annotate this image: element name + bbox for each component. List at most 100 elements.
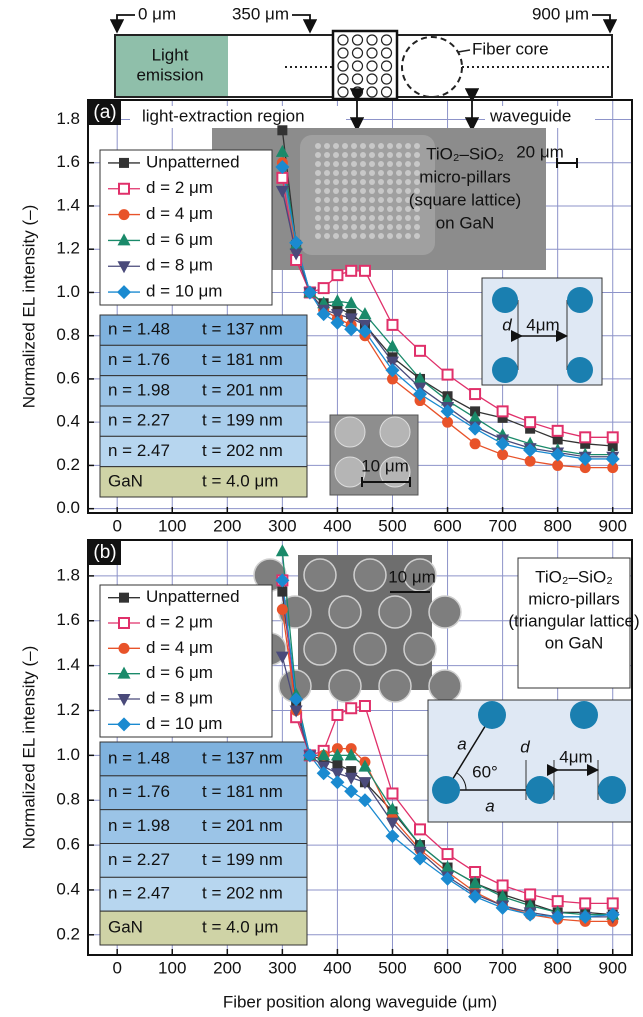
layer-table: n = 1.48 t = 137 nm n = 1.76 t = 181 nm n = …: [99, 314, 308, 498]
data-point: [289, 692, 304, 707]
data-point: [275, 160, 290, 175]
scale-bar: [361, 477, 411, 487]
data-point: [358, 700, 371, 712]
data-point: [496, 889, 510, 902]
data-point: [550, 909, 565, 924]
data-point: [469, 438, 481, 450]
data-point: [469, 388, 482, 401]
inset-label: TiO₂–SiO₂: [426, 144, 504, 163]
data-point: [277, 586, 288, 597]
series-line: [281, 580, 613, 905]
pillar: [396, 206, 402, 212]
x-tick-label: 0: [112, 516, 121, 535]
pillar: [315, 224, 321, 230]
pillar: [378, 179, 384, 185]
data-point: [523, 907, 538, 922]
data-point: [523, 443, 538, 458]
legend: Unpatterned d = 2 μm d = 4 μm d = 6 μm d = 8…: [99, 149, 273, 306]
layer-cell: t = 201 nm: [202, 816, 283, 835]
x-tick-label: 600: [433, 958, 461, 977]
series-line: [281, 177, 613, 438]
pillar: [405, 170, 411, 176]
data-point: [386, 373, 398, 385]
pillar: [333, 224, 339, 230]
data-point: [358, 307, 372, 320]
pillar: [380, 73, 393, 85]
series-line: [281, 151, 613, 456]
legend-label: d = 6 μm: [146, 230, 213, 249]
series-line: [281, 580, 613, 918]
panel-label: (b): [93, 542, 116, 563]
pillar: [351, 170, 357, 176]
pillar: [378, 161, 384, 167]
pillar: [315, 161, 321, 167]
series-line: [281, 166, 613, 460]
data-point: [579, 462, 591, 474]
pillar: [351, 47, 364, 59]
legend-marker: [119, 157, 129, 168]
data-point: [344, 784, 359, 799]
y-tick-label: 0.8: [56, 790, 80, 809]
y-tick-label: 1.4: [56, 195, 80, 214]
pillar: [333, 179, 339, 185]
panel-label-bg: [89, 541, 121, 565]
data-point: [414, 344, 427, 357]
data-point: [468, 421, 483, 436]
pillar: [351, 152, 357, 158]
pillar: [380, 86, 393, 98]
data-point: [497, 449, 509, 461]
scale-bar-label: 10 μm: [361, 456, 409, 475]
x-tick-label: 200: [213, 958, 241, 977]
pillar: [396, 197, 402, 203]
plot-frame: [87, 99, 633, 514]
pillar: [351, 233, 357, 239]
pillar: [342, 170, 348, 176]
pillar: [315, 179, 321, 185]
pillar: [333, 206, 339, 212]
fiber-core: [401, 36, 463, 98]
pillar: [360, 224, 366, 230]
y-tick-label: 1.4: [56, 655, 80, 674]
pillar: [333, 233, 339, 239]
plot-data: [275, 544, 620, 927]
data-point: [345, 264, 358, 277]
lattice-label: a: [485, 796, 494, 815]
plot-frame: [87, 539, 633, 956]
layer-row: [99, 466, 308, 498]
pillar: [567, 287, 593, 313]
pillar: [405, 161, 411, 167]
pillar: [369, 215, 375, 221]
layer-row: [99, 876, 308, 912]
pillar: [378, 170, 384, 176]
data-point: [385, 829, 400, 844]
x-tick-label: 800: [543, 958, 571, 977]
pillar: [387, 143, 393, 149]
pillar: [351, 161, 357, 167]
arrow: [292, 14, 318, 34]
pillar: [360, 206, 366, 212]
pillar: [396, 161, 402, 167]
x-axis-label: Fiber position along waveguide (μm): [223, 992, 497, 1011]
layer-cell: t = 181 nm: [202, 350, 283, 369]
pillar: [432, 776, 460, 804]
data-point: [468, 410, 482, 423]
pillar: [379, 416, 411, 448]
data-point: [276, 171, 289, 184]
data-point: [385, 339, 399, 352]
pillar: [396, 179, 402, 185]
data-point: [386, 318, 399, 331]
lattice-label: d: [520, 737, 530, 756]
pillar: [366, 34, 378, 46]
inset-label: micro-pillars: [419, 167, 511, 186]
emission-region: [116, 36, 228, 96]
data-point: [275, 544, 289, 557]
pillar: [353, 632, 387, 666]
pillar: [351, 143, 357, 149]
pillar: [366, 86, 378, 98]
layer-cell: t = 137 nm: [202, 320, 283, 339]
layer-cell: n = 1.98: [108, 816, 170, 835]
data-point: [317, 748, 331, 761]
data-point: [344, 322, 359, 337]
data-point: [524, 455, 536, 467]
